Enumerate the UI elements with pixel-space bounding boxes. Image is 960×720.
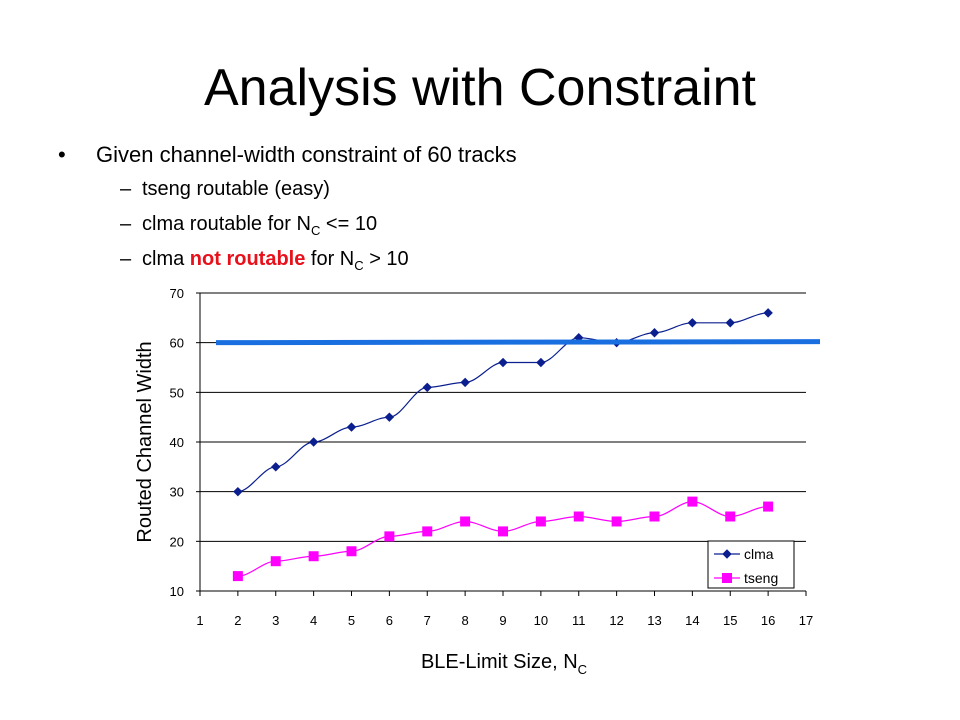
data-point-tseng — [384, 531, 395, 542]
y-tick-label: 20 — [170, 534, 184, 549]
data-point-clma — [725, 318, 735, 328]
series-group — [232, 308, 774, 582]
data-point-clma — [233, 486, 243, 497]
x-axis-label: BLE-Limit Size, NC — [421, 651, 587, 677]
data-point-tseng — [611, 516, 622, 527]
data-point-clma — [271, 462, 281, 472]
y-tick-label: 40 — [170, 435, 184, 450]
x-tick-label: 17 — [799, 613, 813, 628]
highlight-text: not routable — [189, 248, 306, 270]
subbullet-dash: – — [120, 178, 132, 200]
x-tick-label: 5 — [348, 613, 355, 628]
slide-title: Analysis with Constraint — [204, 59, 756, 117]
series-line-tseng — [237, 500, 769, 577]
x-tick-label: 1 — [196, 613, 203, 628]
constraint-line — [215, 339, 821, 346]
subscript: C — [354, 258, 364, 273]
subscript: C — [310, 223, 321, 238]
x-tick-label: 6 — [386, 613, 393, 628]
data-point-clma — [687, 318, 698, 328]
data-point-clma — [384, 412, 395, 422]
constraint-line-group — [215, 339, 821, 346]
legend-label-clma: clma — [744, 546, 774, 562]
x-tick-label: 12 — [609, 613, 623, 628]
data-point-tseng — [498, 526, 508, 537]
subbullet-dash: – — [120, 248, 132, 270]
subbullet-text: tseng routable (easy) — [142, 178, 330, 200]
legend: clma tseng — [707, 540, 795, 589]
x-tick-label: 11 — [572, 613, 586, 628]
x-axis-label-main: BLE-Limit Size, N — [421, 651, 578, 673]
subbullet-text-pre: clma routable for N — [142, 213, 311, 235]
x-axis-label-sub: C — [578, 662, 587, 677]
legend-label-tseng: tseng — [744, 570, 778, 586]
data-point-tseng — [573, 511, 584, 522]
subbullet-text: clma routable for NC <= 10 — [142, 213, 377, 238]
x-tick-label: 8 — [462, 613, 469, 628]
series-clma — [233, 308, 773, 497]
x-tick-label: 4 — [310, 613, 317, 628]
x-tick-label: 16 — [761, 613, 775, 628]
bullet-text: Given channel-width constraint of 60 tra… — [96, 142, 517, 167]
data-point-clma — [422, 382, 432, 393]
subbullet-text-post: > 10 — [363, 248, 409, 270]
x-tick-label: 9 — [499, 613, 506, 628]
data-point-tseng — [308, 551, 319, 562]
gridlines — [200, 292, 806, 542]
x-tick-label: 13 — [647, 613, 661, 628]
data-point-tseng — [460, 516, 471, 527]
subbullet-dash: – — [120, 213, 132, 235]
y-axis-label: Routed Channel Width — [134, 341, 156, 542]
x-tick-label: 10 — [534, 613, 548, 628]
y-tick-label: 30 — [170, 485, 184, 500]
y-tick-label: 50 — [170, 385, 184, 400]
y-tick-label: 70 — [170, 286, 184, 301]
data-point-clma — [460, 377, 470, 388]
y-tick-label: 60 — [170, 336, 184, 351]
series-tseng — [232, 496, 774, 582]
legend-marker-tseng — [722, 573, 732, 583]
data-point-clma — [346, 422, 357, 432]
x-tick-label: 14 — [685, 613, 699, 628]
data-point-clma — [649, 328, 660, 338]
data-point-tseng — [763, 501, 774, 512]
data-point-clma — [536, 357, 546, 368]
data-point-clma — [763, 308, 773, 318]
subbullet-text-post: <= 10 — [320, 213, 378, 235]
data-point-clma — [308, 437, 319, 447]
y-tick-label: 10 — [170, 584, 184, 599]
x-tick-label: 7 — [424, 613, 431, 628]
x-tick-label: 2 — [234, 613, 241, 628]
data-point-tseng — [535, 516, 546, 527]
data-point-tseng — [270, 556, 281, 567]
subbullet-text-mid: for N — [305, 248, 355, 270]
x-tick-label: 15 — [723, 613, 737, 628]
data-point-tseng — [725, 511, 736, 522]
data-point-tseng — [649, 511, 660, 522]
bullet-marker: • — [58, 142, 66, 167]
data-point-clma — [498, 357, 508, 368]
data-point-tseng — [422, 526, 433, 537]
subbullet-text-pre: clma — [142, 248, 190, 270]
subbullet-text: clma not routable for NC > 10 — [142, 248, 409, 273]
axes — [196, 292, 807, 596]
data-point-tseng — [232, 571, 243, 582]
data-point-tseng — [346, 546, 357, 557]
legend-marker-clma — [722, 549, 732, 559]
x-tick-label: 3 — [272, 613, 279, 628]
data-point-tseng — [687, 496, 698, 507]
